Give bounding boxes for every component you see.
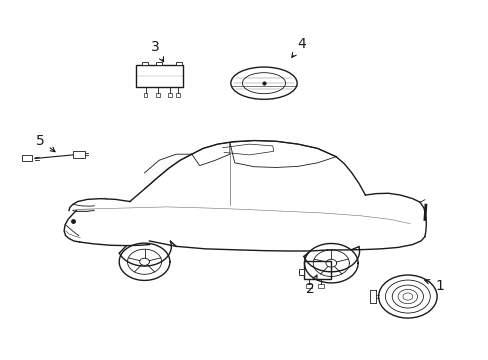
Polygon shape: [144, 154, 191, 189]
Bar: [142, 62, 148, 65]
Bar: [167, 93, 171, 97]
Bar: [318, 284, 324, 288]
Circle shape: [402, 293, 412, 300]
Bar: [156, 62, 161, 65]
Text: 1: 1: [424, 279, 443, 293]
Text: 5: 5: [36, 134, 55, 152]
Bar: [21, 155, 32, 161]
Bar: [304, 261, 330, 279]
Circle shape: [391, 285, 423, 308]
Bar: [176, 93, 180, 97]
Ellipse shape: [230, 67, 297, 99]
Bar: [73, 150, 85, 158]
Circle shape: [385, 280, 429, 313]
Bar: [156, 93, 159, 97]
Circle shape: [397, 289, 417, 304]
Bar: [136, 65, 182, 87]
Bar: [305, 284, 311, 288]
Bar: [143, 93, 147, 97]
Text: 3: 3: [151, 40, 163, 62]
Ellipse shape: [242, 73, 285, 94]
Text: 2: 2: [305, 275, 316, 296]
Text: 4: 4: [291, 37, 306, 57]
Bar: [299, 269, 304, 275]
Bar: [176, 62, 182, 65]
Circle shape: [378, 275, 436, 318]
